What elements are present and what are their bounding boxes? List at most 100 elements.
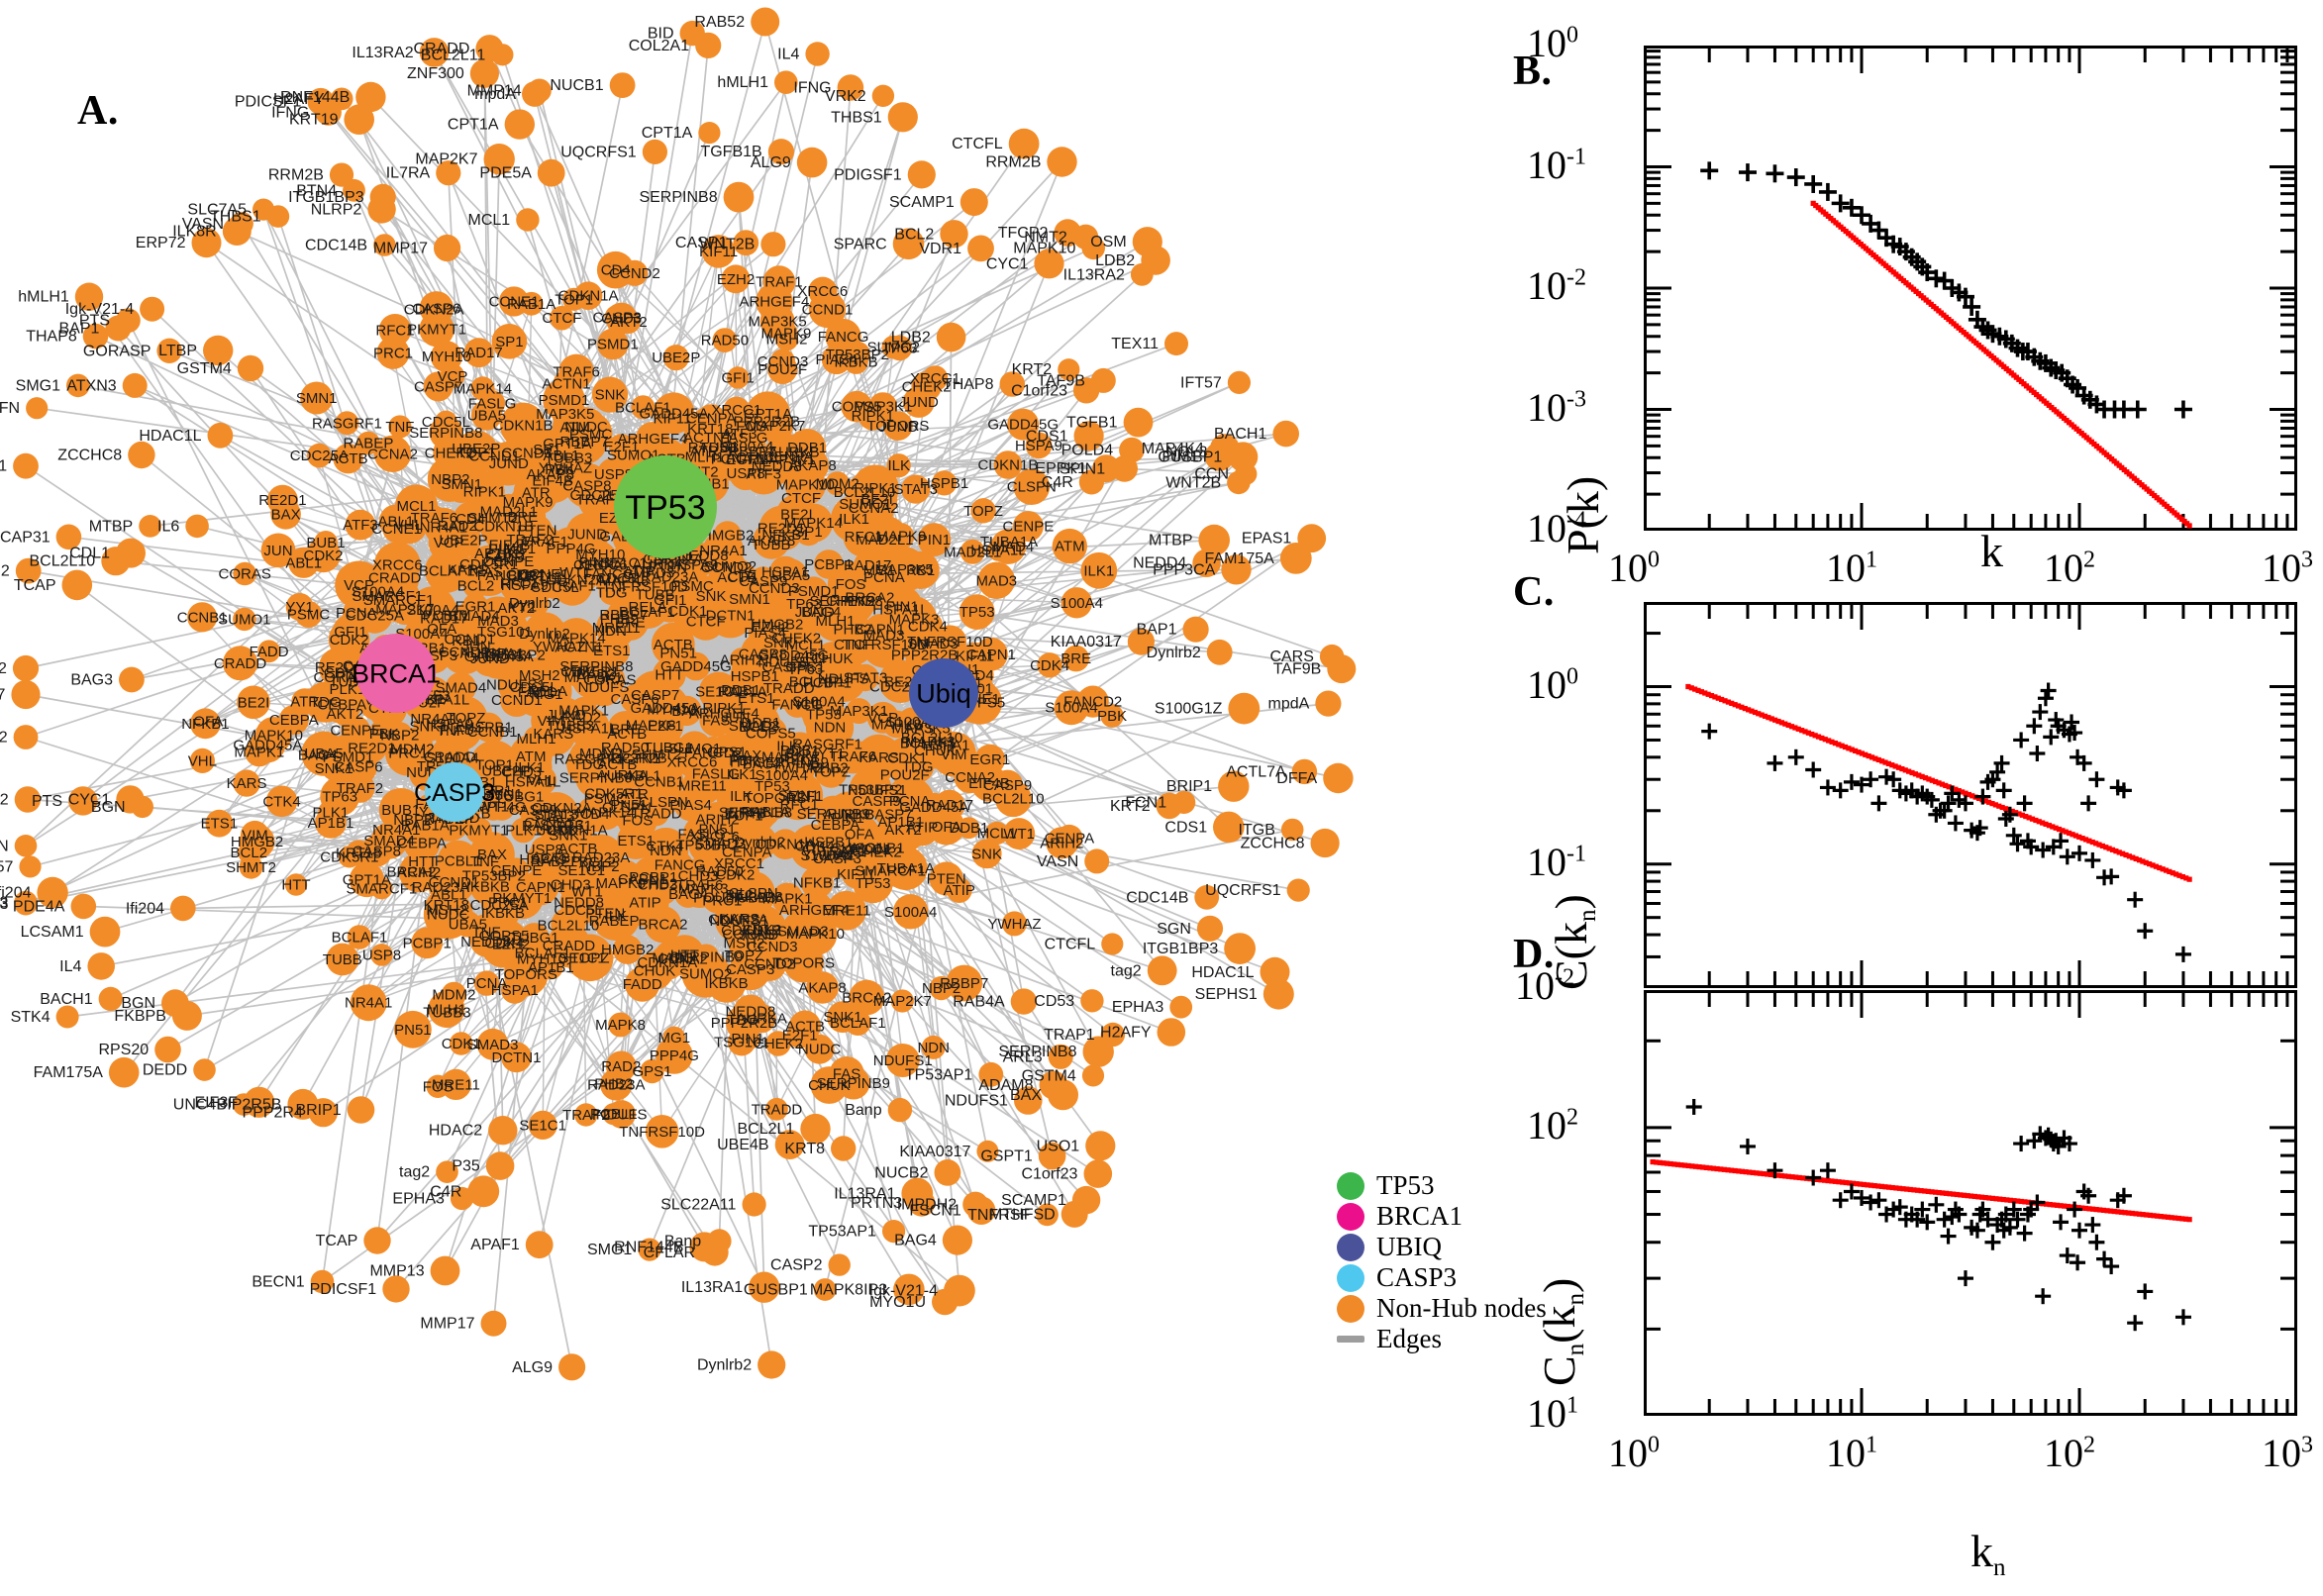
network-node[interactable] [1157, 1018, 1186, 1047]
network-node[interactable] [325, 734, 371, 780]
network-node[interactable] [1310, 828, 1340, 858]
network-node[interactable] [504, 109, 535, 140]
network-node[interactable] [887, 102, 918, 133]
network-node[interactable] [108, 1056, 140, 1088]
network-node[interactable] [713, 521, 742, 549]
network-node[interactable] [1047, 147, 1077, 177]
network-node[interactable] [1297, 524, 1327, 553]
network-node[interactable] [606, 605, 633, 632]
network-node[interactable] [600, 780, 627, 807]
network-node[interactable] [825, 471, 850, 496]
network-node[interactable] [1147, 955, 1177, 986]
network-node[interactable] [887, 1097, 913, 1123]
network-node[interactable] [903, 808, 941, 847]
network-node[interactable] [1101, 933, 1124, 955]
network-node[interactable] [934, 789, 965, 821]
network-node[interactable] [636, 422, 669, 455]
network-node[interactable] [1132, 227, 1162, 257]
network-node[interactable] [154, 1036, 181, 1063]
network-node[interactable] [522, 81, 548, 107]
network-node[interactable] [852, 663, 879, 692]
network-node[interactable] [465, 817, 492, 844]
network-node[interactable] [783, 943, 824, 983]
network-node[interactable] [1010, 988, 1038, 1015]
network-node[interactable] [800, 865, 834, 899]
network-node[interactable] [19, 855, 42, 878]
network-node[interactable] [399, 859, 424, 884]
network-node[interactable] [771, 882, 803, 915]
network-node[interactable] [642, 139, 668, 164]
network-node[interactable] [1227, 470, 1251, 495]
network-node[interactable] [934, 1159, 961, 1186]
network-node[interactable] [1083, 1159, 1113, 1188]
network-node[interactable] [13, 452, 39, 479]
network-node[interactable] [864, 614, 896, 646]
network-node[interactable] [729, 797, 761, 831]
network-node[interactable] [631, 395, 656, 420]
network-node[interactable] [480, 719, 505, 744]
network-node[interactable] [266, 205, 290, 228]
network-node[interactable] [565, 512, 609, 556]
network-node[interactable] [917, 523, 952, 556]
network-node[interactable] [718, 558, 757, 597]
network-node[interactable] [796, 661, 838, 702]
network-node[interactable] [434, 234, 461, 262]
network-node[interactable] [551, 907, 586, 943]
network-node[interactable] [828, 1253, 851, 1276]
network-node[interactable] [1169, 995, 1193, 1019]
network-node[interactable] [758, 408, 793, 444]
network-node[interactable] [491, 44, 514, 66]
network-node[interactable] [827, 890, 866, 931]
network-node[interactable] [344, 104, 375, 135]
network-node[interactable] [1228, 692, 1261, 725]
network-node[interactable] [758, 1350, 786, 1379]
network-node[interactable] [807, 836, 847, 875]
network-node[interactable] [128, 441, 155, 469]
network-node[interactable] [936, 322, 966, 352]
network-node[interactable] [1123, 407, 1154, 438]
network-node[interactable] [1196, 915, 1224, 942]
network-node[interactable] [726, 850, 753, 876]
network-node[interactable] [140, 296, 165, 322]
network-node[interactable] [122, 372, 148, 398]
network-node[interactable] [1081, 1064, 1105, 1087]
network-node[interactable] [788, 484, 814, 511]
network-node[interactable] [860, 515, 909, 564]
network-node[interactable] [907, 160, 936, 189]
network-node[interactable] [525, 1231, 554, 1259]
network-node[interactable] [485, 1151, 515, 1180]
network-node[interactable] [510, 484, 546, 521]
network-node[interactable] [14, 835, 38, 857]
network-node[interactable] [693, 944, 720, 970]
network-node[interactable] [1323, 762, 1354, 794]
network-node[interactable] [87, 952, 115, 980]
network-node[interactable] [185, 514, 209, 539]
network-node[interactable] [1286, 878, 1310, 902]
network-node[interactable] [1080, 989, 1104, 1013]
network-node[interactable] [61, 569, 93, 601]
network-node[interactable] [500, 402, 547, 449]
network-node[interactable] [118, 666, 145, 693]
network-node[interactable] [826, 576, 875, 626]
network-node[interactable] [207, 422, 234, 449]
network-node[interactable] [363, 1227, 391, 1254]
network-node[interactable] [591, 556, 627, 592]
network-node[interactable] [723, 181, 755, 213]
network-node[interactable] [565, 934, 614, 982]
network-node[interactable] [503, 857, 530, 883]
network-node[interactable] [742, 1192, 766, 1217]
network-node[interactable] [1071, 1185, 1101, 1215]
network-node[interactable] [558, 1353, 586, 1381]
network-node[interactable] [437, 840, 479, 882]
network-node[interactable] [170, 895, 196, 922]
network-node[interactable] [881, 585, 923, 628]
network-node[interactable] [960, 188, 988, 217]
network-node[interactable] [698, 122, 721, 145]
network-node[interactable] [193, 1058, 216, 1081]
network-node[interactable] [528, 525, 561, 558]
network-node[interactable] [1164, 332, 1188, 356]
network-node[interactable] [1084, 848, 1110, 874]
network-node[interactable] [430, 1255, 460, 1286]
network-node[interactable] [1206, 639, 1233, 665]
network-node[interactable] [871, 84, 895, 108]
